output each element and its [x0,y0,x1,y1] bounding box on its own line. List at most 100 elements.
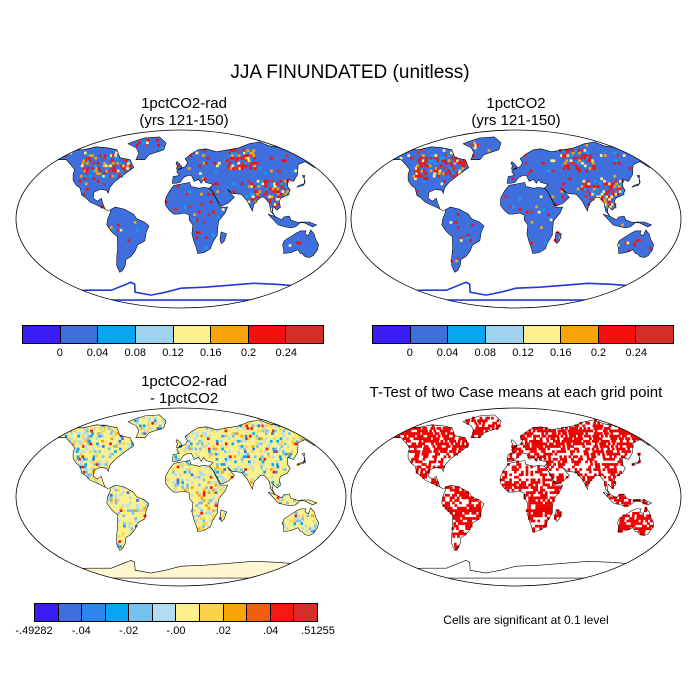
grid-cell [200,442,204,446]
grid-cell [617,185,621,188]
grid-cell [619,179,622,183]
grid-cell [84,463,87,466]
grid-cell [117,535,121,538]
grid-cell [482,421,486,425]
grid-cell [473,146,477,150]
grid-cell [287,452,290,456]
grid-cell [389,427,393,430]
grid-cell [595,465,598,469]
grid-cell [116,542,120,546]
grid-cell [547,478,550,482]
grid-cell [407,437,410,441]
grid-cell [635,519,639,523]
grid-cell [454,159,457,163]
grid-cell [210,452,214,456]
grid-cell [561,473,564,477]
grid-cell [456,532,460,536]
grid-cell [531,442,535,446]
coastline [45,146,135,212]
grid-cell [620,455,624,459]
grid-cell [524,439,528,443]
grid-cell [271,463,275,466]
grid-cell [527,455,531,459]
grid-cell [582,179,586,183]
grid-cell [244,468,247,471]
grid-cell [258,437,261,441]
grid-cell [261,429,265,433]
grid-cell [133,221,137,224]
grid-cell [167,478,170,482]
grid-cell [174,455,178,459]
grid-cell [603,179,606,183]
grid-cell [530,473,534,477]
grid-cell [537,470,541,474]
grid-cell [117,499,120,502]
grid-cell [240,434,244,438]
grid-cell [588,470,592,474]
grid-cell [485,416,489,420]
grid-cell [537,524,540,528]
grid-cell [223,511,227,515]
grid-cell [534,450,537,453]
colorbar-segment [270,604,295,621]
grid-cell [598,195,602,199]
grid-cell [528,434,532,438]
grid-cell [606,493,610,497]
grid-cell [112,228,116,232]
grid-cell [565,437,569,441]
grid-cell [511,488,515,492]
grid-cell [601,450,604,453]
land-fill [296,175,306,188]
grid-cell [274,429,277,433]
grid-cell [600,439,604,443]
grid-cell [540,447,544,451]
grid-cell [530,210,534,214]
grid-cell [249,195,253,199]
grid-cell [442,427,446,430]
grid-cell [245,151,248,155]
grid-cell [623,450,627,453]
grid-cell [504,195,508,199]
colorbar-segment [135,326,174,343]
grid-cell [289,519,292,523]
grid-cell [305,151,308,155]
grid-cell [587,457,590,461]
grid-cell [86,187,89,191]
grid-cell [600,434,604,438]
grid-cell [467,419,470,423]
grid-cell [90,167,94,170]
grid-cell [602,429,606,433]
grid-cell [255,424,259,428]
grid-cell [551,442,554,446]
grid-cell [586,442,589,446]
grid-cell [621,429,625,433]
grid-cell [511,468,515,471]
grid-cell [615,452,619,456]
grid-cell [564,434,568,438]
grid-cell [468,509,472,512]
grid-cell [604,190,608,193]
grid-cell [516,468,519,471]
grid-cell [567,468,571,471]
grid-cell [248,421,252,425]
grid-cell [554,434,557,438]
grid-cell [542,493,546,497]
grid-cell [107,156,110,160]
grid-cell [525,445,528,448]
grid-cell [421,463,425,466]
map-panel-difference [15,407,347,587]
grid-cell [428,450,432,453]
grid-cell [435,452,438,456]
grid-cell [422,442,425,446]
grid-cell [109,164,112,168]
grid-cell [419,445,422,448]
grid-cell [476,514,479,518]
grid-cell [450,442,454,446]
grid-cell [648,432,651,435]
grid-cell [283,159,287,163]
grid-cell [116,169,120,173]
grid-cell [204,177,207,181]
grid-cell [216,470,220,474]
grid-cell [273,424,277,428]
grid-cell [593,455,597,459]
